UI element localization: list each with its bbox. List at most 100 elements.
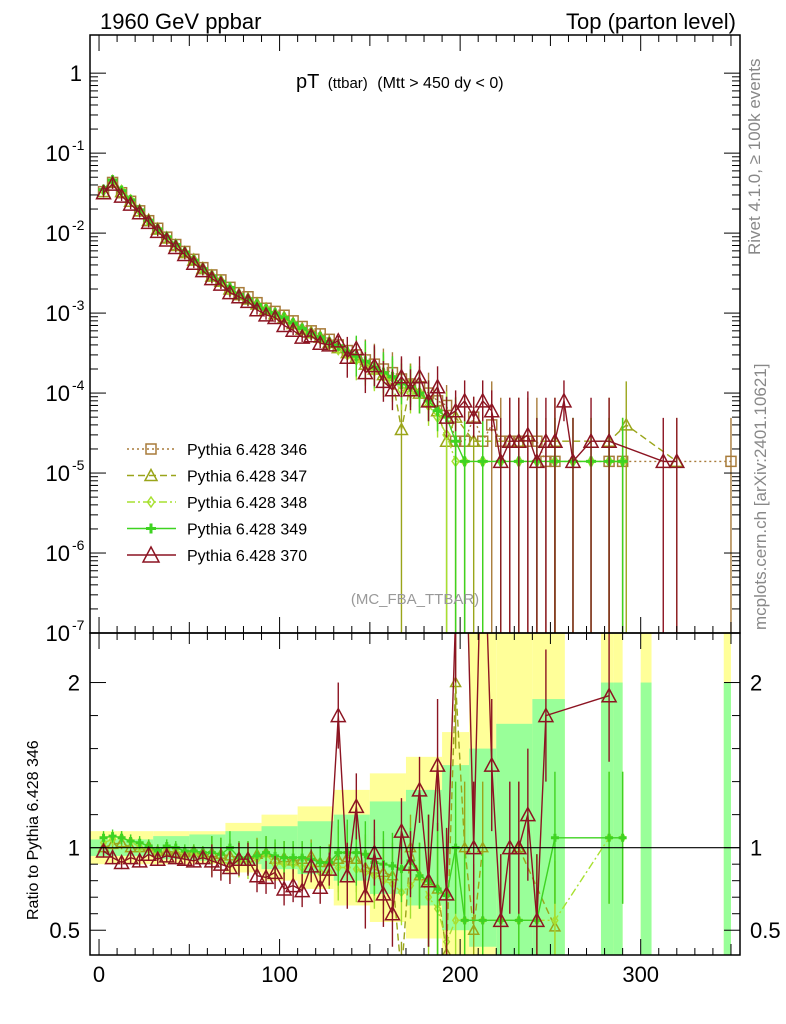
ratio-point-3-31 xyxy=(375,885,392,901)
point-4-52 xyxy=(564,452,582,469)
series-line-3 xyxy=(102,179,623,463)
point-3-39 xyxy=(450,436,461,447)
ratio-plot-marks xyxy=(90,633,740,979)
xtick-label-1: 100 xyxy=(261,962,298,987)
ratio-point-0-2 xyxy=(115,836,128,848)
ratio-point-3-23 xyxy=(302,857,320,873)
point-4-22 xyxy=(293,328,311,344)
point-4-0 xyxy=(95,184,112,200)
ratio-point-3-30 xyxy=(366,844,383,860)
ratio-point-3-16 xyxy=(239,850,257,866)
point-4-26 xyxy=(330,332,347,348)
point-3-40 xyxy=(459,456,470,467)
ytick-label-1: 10 xyxy=(46,141,70,166)
ratio-point-3-29 xyxy=(357,886,374,903)
legend-marker-2 xyxy=(146,495,156,509)
point-4-7 xyxy=(158,231,175,247)
ratio-point-2-46 xyxy=(605,833,614,842)
ratio-point-3-5 xyxy=(140,845,157,862)
ratio-point-2-47 xyxy=(618,833,627,842)
point-4-43 xyxy=(483,402,500,418)
point-4-56 xyxy=(668,452,686,469)
point-4-30 xyxy=(366,357,383,373)
ratio-point-2-28 xyxy=(352,848,361,857)
point-4-53 xyxy=(582,432,600,448)
point-4-16 xyxy=(239,292,257,309)
ratio-point-2-1 xyxy=(108,832,117,841)
ratio-point-3-9 xyxy=(176,850,194,866)
ratio-point-2-20 xyxy=(280,853,289,862)
legend-label-0: Pythia 6.428 346 xyxy=(187,442,307,459)
legend-marker-4 xyxy=(141,545,161,563)
point-4-3 xyxy=(122,195,139,211)
ratio-point-2-24 xyxy=(316,858,325,867)
point-4-55 xyxy=(655,452,672,469)
series-4 xyxy=(95,175,686,633)
ytick-label-2: 10 xyxy=(46,221,70,246)
main-plot-frame xyxy=(89,34,741,634)
header-left: 1960 GeV ppbar xyxy=(100,9,261,34)
point-3-41 xyxy=(477,456,488,467)
ratio-point-3-26 xyxy=(330,706,347,723)
ratio-point-0-38 xyxy=(442,946,452,955)
ratio-ytick-label-0: 0.5 xyxy=(49,918,80,943)
point-4-49 xyxy=(537,432,555,448)
ratio-point-3-14 xyxy=(221,858,239,875)
point-4-54 xyxy=(600,432,618,448)
title-main: pT xyxy=(296,71,319,93)
point-4-24 xyxy=(311,334,329,350)
ratio-point-2-17 xyxy=(253,851,262,860)
point-4-40 xyxy=(456,392,473,408)
ratio-ytick-label-right-2: 2 xyxy=(750,671,762,696)
watermark: (MC_FBA_TTBAR) xyxy=(351,591,479,608)
ratio-point-3-1 xyxy=(104,848,121,865)
point-1-40 xyxy=(466,433,481,447)
ratio-point-2-4 xyxy=(135,838,144,847)
point-4-6 xyxy=(149,222,166,239)
point-4-5 xyxy=(140,213,157,230)
point-4-42 xyxy=(474,392,491,408)
point-4-20 xyxy=(275,316,293,333)
legend-marker-3 xyxy=(146,523,156,534)
ytick-exp-6: -6 xyxy=(72,537,85,553)
legend: Pythia 6.428 346 Pythia 6.428 347 Pythia 6… xyxy=(127,442,307,565)
series-line-1 xyxy=(102,180,678,462)
band-green-16 xyxy=(640,682,652,955)
point-4-31 xyxy=(375,372,392,389)
xtick-label-2: 200 xyxy=(442,962,479,987)
point-4-27 xyxy=(339,348,356,365)
ratio-point-2-18 xyxy=(262,848,271,857)
ratio-ytick-label-right-0: 0.5 xyxy=(750,918,781,943)
ratio-point-3-11 xyxy=(194,848,212,865)
point-4-39 xyxy=(447,402,464,418)
ratio-ytick-label-right-1: 1 xyxy=(750,836,762,861)
ratio-point-3-48 xyxy=(528,911,546,928)
point-4-8 xyxy=(167,238,185,255)
rivet-label: Rivet 4.1.0, ≥ 100k events xyxy=(745,59,764,255)
legend-label-1: Pythia 6.428 347 xyxy=(187,469,307,486)
xtick-label-0: 0 xyxy=(93,962,105,987)
ratio-point-1-39 xyxy=(451,915,460,926)
ratio-point-1-4 xyxy=(135,842,144,853)
point-4-23 xyxy=(302,327,320,343)
point-4-12 xyxy=(203,270,221,286)
legend-marker-0 xyxy=(145,443,157,455)
point-4-36 xyxy=(420,392,437,408)
ratio-point-3-24 xyxy=(311,878,329,895)
ratio-point-3-49 xyxy=(537,706,555,723)
ratio-point-2-22 xyxy=(298,853,307,862)
point-4-17 xyxy=(248,301,266,317)
ratio-point-2-45 xyxy=(550,833,559,842)
ratio-point-0-33 xyxy=(396,970,406,979)
ytick-label-5: 10 xyxy=(46,461,70,486)
ratio-point-3-33 xyxy=(393,822,410,838)
ratio-ytick-label-2: 2 xyxy=(68,671,80,696)
point-3-49 xyxy=(617,456,628,467)
ratio-point-2-21 xyxy=(289,853,298,862)
ratio-point-3-13 xyxy=(212,855,230,871)
ratio-point-3-32 xyxy=(384,905,401,921)
band-green-17 xyxy=(723,682,731,955)
ratio-point-3-28 xyxy=(348,797,365,814)
point-2-38 xyxy=(442,428,452,442)
point-0-53 xyxy=(725,455,737,468)
